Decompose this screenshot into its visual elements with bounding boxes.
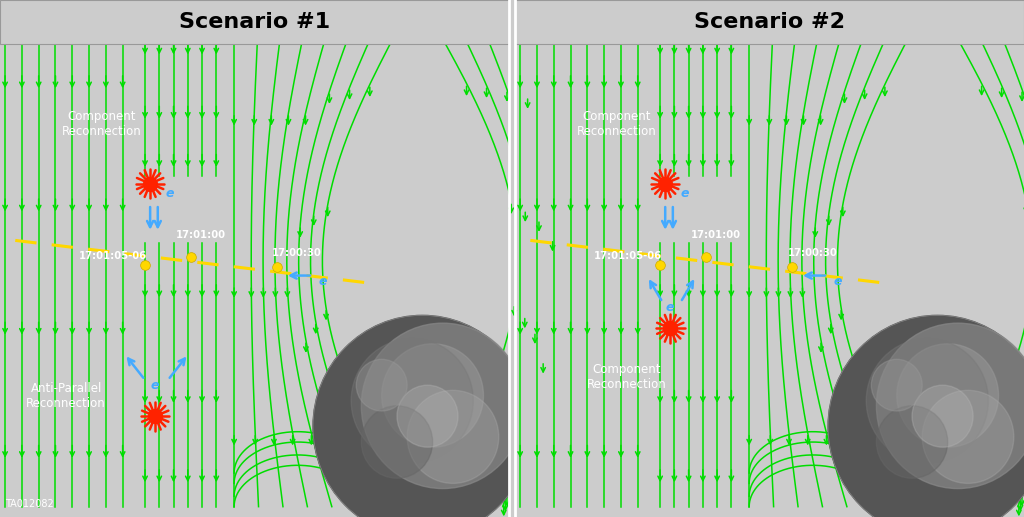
Circle shape [871, 359, 923, 411]
Circle shape [897, 344, 998, 447]
Circle shape [351, 339, 473, 463]
Circle shape [912, 385, 973, 447]
Text: 17:01:05-06: 17:01:05-06 [79, 251, 147, 261]
Text: e: e [151, 378, 160, 392]
Circle shape [828, 315, 1024, 517]
Text: Component
Reconnection: Component Reconnection [577, 110, 656, 138]
Text: 17:00:30: 17:00:30 [787, 249, 837, 258]
Text: Anti-Parallel
Reconnection: Anti-Parallel Reconnection [27, 382, 106, 409]
Circle shape [923, 390, 1014, 483]
Circle shape [382, 344, 483, 447]
Text: 17:00:30: 17:00:30 [272, 249, 322, 258]
Text: e: e [166, 187, 174, 201]
Text: Scenario #2: Scenario #2 [694, 12, 845, 32]
Circle shape [361, 406, 432, 478]
Text: 17:01:05-06: 17:01:05-06 [594, 251, 663, 261]
Text: e: e [681, 187, 689, 201]
Text: 17:01:00: 17:01:00 [175, 231, 225, 240]
Circle shape [877, 406, 947, 478]
Circle shape [866, 339, 988, 463]
Circle shape [313, 315, 531, 517]
Text: e: e [834, 275, 842, 288]
FancyBboxPatch shape [515, 0, 1024, 44]
Text: Scenario #1: Scenario #1 [179, 12, 330, 32]
Circle shape [408, 390, 499, 483]
Text: Component
Reconnection: Component Reconnection [587, 363, 667, 391]
FancyBboxPatch shape [0, 0, 509, 44]
Text: TA012082: TA012082 [5, 499, 54, 509]
Text: e: e [666, 301, 675, 314]
Text: e: e [318, 275, 327, 288]
Text: Component
Reconnection: Component Reconnection [61, 110, 141, 138]
Circle shape [877, 323, 1024, 489]
Circle shape [397, 385, 458, 447]
Text: 17:01:00: 17:01:00 [690, 231, 740, 240]
Circle shape [361, 323, 524, 489]
Circle shape [356, 359, 408, 411]
